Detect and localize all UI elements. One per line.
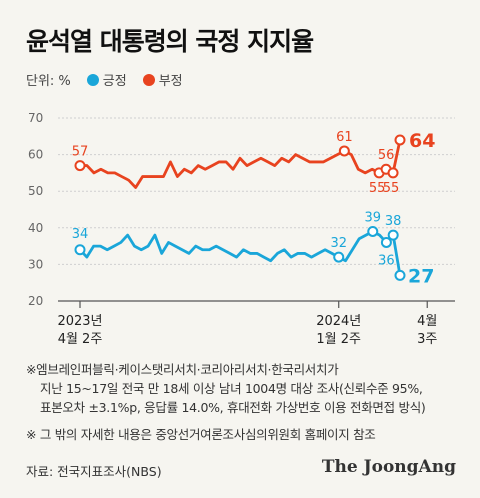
data-label: 57 <box>72 145 89 160</box>
survey-note-line-1: ※엠브레인퍼블릭·케이스탯리서치·코리아리서치·한국리서치가 <box>26 362 339 377</box>
data-label: 34 <box>72 227 89 242</box>
data-label: 64 <box>409 130 435 152</box>
data-point <box>333 251 345 263</box>
survey-note-line-2: 지난 15~17일 전국 만 18세 이상 남녀 1004명 대상 조사(신뢰수… <box>40 381 423 396</box>
chart-title: 윤석열 대통령의 국정 지지율 <box>26 27 314 56</box>
x-tick-label: 2023년 <box>57 314 102 329</box>
data-label: 36 <box>378 253 395 268</box>
legend-label-positive: 긍정 <box>102 74 127 89</box>
data-point <box>74 160 86 172</box>
legend-dot-negative <box>142 73 155 86</box>
survey-note-line-3: 표본오차 ±3.1%p, 응답률 14.0%, 휴대전화 가상번호 이용 전화면… <box>40 400 426 415</box>
series-line-negative <box>78 138 402 189</box>
x-tick-label: 4월 <box>417 314 437 329</box>
x-tick-label: 3주 <box>417 332 437 347</box>
unit-label: 단위: % <box>26 74 71 89</box>
legend-item-positive: 긍정 <box>86 70 127 89</box>
source-label: 자료: 전국지표조사(NBS) <box>26 464 162 479</box>
legend-dot-positive <box>86 73 99 86</box>
x-tick-label: 1월 2주 <box>316 332 361 347</box>
y-tick-label: 30 <box>28 257 43 271</box>
legend-item-negative: 부정 <box>142 70 183 89</box>
data-point <box>394 134 406 146</box>
data-point <box>380 236 392 248</box>
data-label: 27 <box>408 265 434 287</box>
legend-label-negative: 부정 <box>158 74 183 89</box>
y-tick-label: 60 <box>28 148 43 162</box>
data-label: 32 <box>330 236 347 251</box>
line-chart: 20 30 40 50 60 70 2023년 4월 2주 2024년 1월 2주 4월 3주 34 32… <box>28 111 455 347</box>
data-point <box>367 225 379 237</box>
legend: 단위: % 긍정 부정 <box>26 70 183 89</box>
reference-note: ※ 그 밖의 자세한 내용은 중앙선거여론조사심의위원회 홈페이지 참조 <box>26 427 376 442</box>
data-label: 55 <box>369 181 386 196</box>
series-line-positive <box>78 230 402 277</box>
survey-note: ※엠브레인퍼블릭·케이스탯리서치·코리아리서치·한국리서치가 지난 15~17일… <box>26 360 426 417</box>
data-point <box>338 145 350 157</box>
x-tick-label: 2024년 <box>316 314 361 329</box>
publisher-logo: The JoongAng <box>321 457 456 477</box>
x-tick-label: 4월 2주 <box>58 332 103 347</box>
data-label: 56 <box>378 148 395 163</box>
y-tick-label: 40 <box>28 221 43 235</box>
data-point <box>387 229 399 241</box>
data-point <box>74 244 86 256</box>
y-tick-label: 20 <box>28 294 43 308</box>
data-label: 55 <box>383 181 400 196</box>
y-tick-label: 50 <box>28 184 43 198</box>
data-point <box>387 167 399 179</box>
data-label: 38 <box>385 214 402 229</box>
data-label: 39 <box>364 210 381 225</box>
data-point <box>394 269 406 281</box>
y-tick-label: 70 <box>28 111 43 125</box>
data-label: 61 <box>336 130 353 145</box>
